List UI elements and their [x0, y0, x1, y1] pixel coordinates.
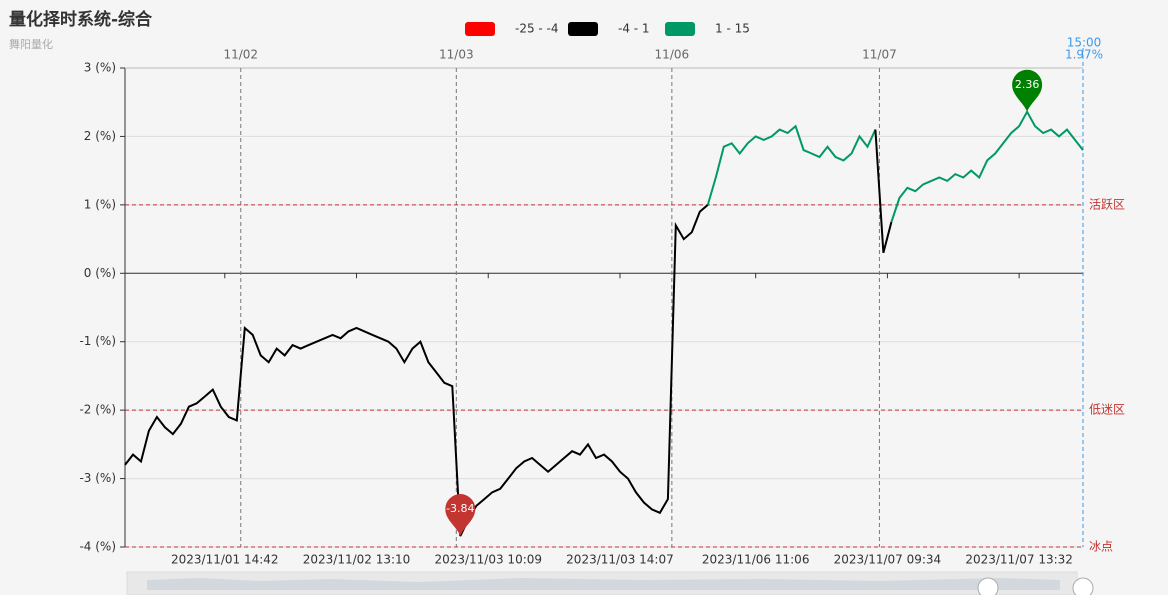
line-segment [706, 124, 877, 206]
chart-title: 量化择时系统-综合 [9, 9, 153, 30]
y-tick-label: 0 (%) [84, 266, 116, 280]
y-tick-label: 1 (%) [84, 197, 116, 211]
chart-subtitle: 舞阳量化 [9, 37, 53, 51]
legend-label: 1 - 15 [715, 22, 750, 36]
x-tick-label: 2023/11/06 11:06 [702, 553, 810, 567]
x-tick-label: 2023/11/03 14:07 [566, 553, 674, 567]
mark-line-label: 活跃区 [1089, 197, 1125, 211]
y-tick-label: -4 (%) [79, 540, 116, 554]
legend-label: -25 - -4 [515, 22, 559, 36]
mark-point-pin [1012, 69, 1043, 112]
day-tick-label: 11/07 [862, 48, 897, 62]
line-segment [124, 204, 709, 537]
day-tick-label: 11/03 [439, 48, 474, 62]
legend-swatch [568, 22, 598, 36]
x-tick-label: 2023/11/01 14:42 [171, 553, 279, 567]
mark-line-label: 冰点 [1089, 540, 1113, 554]
data-zoom-handle[interactable] [1072, 577, 1094, 595]
x-tick-label: 2023/11/02 13:10 [303, 553, 411, 567]
mark-point-label: 2.36 [1015, 78, 1040, 91]
axis-pointer-value: 1.97% [1065, 48, 1103, 62]
data-zoom-handle[interactable] [977, 577, 999, 595]
y-tick-label: 2 (%) [84, 129, 116, 143]
day-tick-label: 11/06 [655, 48, 690, 62]
x-tick-label: 2023/11/03 10:09 [434, 553, 542, 567]
y-tick-label: -3 (%) [79, 471, 116, 485]
legend-swatch [665, 22, 695, 36]
line-segment [874, 129, 893, 254]
day-tick-label: 11/02 [223, 48, 258, 62]
mark-point-label: -3.84 [446, 502, 474, 515]
legend-swatch [465, 22, 495, 36]
x-tick-label: 2023/11/07 13:32 [965, 553, 1073, 567]
mark-line-label: 低迷区 [1089, 403, 1125, 417]
mark-point-pin [445, 494, 476, 537]
axis-pointer-time: 15:00 [1067, 36, 1102, 50]
x-tick-label: 2023/11/07 09:34 [834, 553, 942, 567]
y-tick-label: -1 (%) [79, 334, 116, 348]
legend-label: -4 - 1 [618, 22, 650, 36]
line-segment [890, 109, 1084, 223]
data-zoom-preview [147, 578, 1060, 590]
y-tick-label: -2 (%) [79, 403, 116, 417]
y-tick-label: 3 (%) [84, 61, 116, 75]
